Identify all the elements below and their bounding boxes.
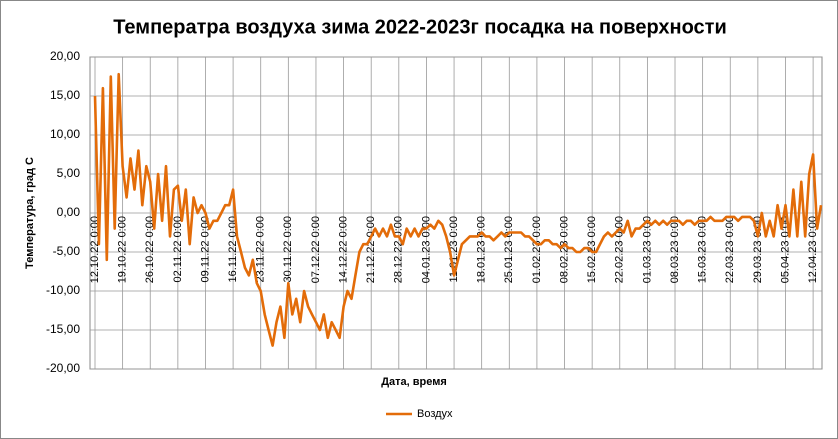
y-tick-label: 15,00 <box>50 88 80 102</box>
x-axis-title: Дата, время <box>381 376 447 388</box>
legend-label: Воздух <box>417 408 453 420</box>
y-tick-label: -15,00 <box>46 322 80 336</box>
y-tick-label: 0,00 <box>57 205 81 219</box>
x-tick-label: 21.12.22 0:00 <box>365 216 377 283</box>
x-tick-label: 08.02.23 0:00 <box>558 216 570 283</box>
x-tick-label: 15.02.23 0:00 <box>586 216 598 283</box>
x-tick-label: 18.01.23 0:00 <box>476 216 488 283</box>
x-tick-label: 22.02.23 0:00 <box>614 216 626 283</box>
x-tick-label: 07.12.22 0:00 <box>310 216 322 283</box>
chart-title: Температра воздуха зима 2022-2023г посад… <box>113 16 727 38</box>
x-tick-label: 08.03.23 0:00 <box>669 216 681 283</box>
y-tick-label: 20,00 <box>50 49 80 63</box>
y-tick-label: -20,00 <box>46 361 80 375</box>
x-tick-label: 28.12.22 0:00 <box>393 216 405 283</box>
x-tick-label: 25.01.23 0:00 <box>503 216 515 283</box>
x-tick-label: 26.10.22 0:00 <box>144 216 156 283</box>
y-tick-label: 10,00 <box>50 127 80 141</box>
y-tick-label: 5,00 <box>57 166 81 180</box>
x-tick-label: 29.03.23 0:00 <box>752 216 764 283</box>
x-tick-label: 09.11.22 0:00 <box>199 216 211 282</box>
series-line <box>93 72 823 347</box>
x-tick-label: 30.11.22 0:00 <box>282 216 294 282</box>
x-tick-label: 01.03.23 0:00 <box>641 216 653 283</box>
x-tick-label: 19.10.22 0:00 <box>117 216 129 283</box>
y-tick-label: -5,00 <box>53 244 81 258</box>
x-tick-label: 22.03.23 0:00 <box>724 216 736 283</box>
x-tick-label: 02.11.22 0:00 <box>172 216 184 282</box>
x-tick-label: 23.11.22 0:00 <box>255 216 267 282</box>
y-axis-title: Температура, град С <box>24 157 36 269</box>
x-tick-label: 14.12.22 0:00 <box>337 216 349 283</box>
x-tick-label: 01.02.23 0:00 <box>531 216 543 283</box>
x-tick-label: 12.04.23 0:00 <box>807 216 819 283</box>
x-tick-label: 15.03.23 0:00 <box>697 216 709 283</box>
x-tick-label: 04.01.23 0:00 <box>420 216 432 283</box>
y-tick-label: -10,00 <box>46 283 80 297</box>
